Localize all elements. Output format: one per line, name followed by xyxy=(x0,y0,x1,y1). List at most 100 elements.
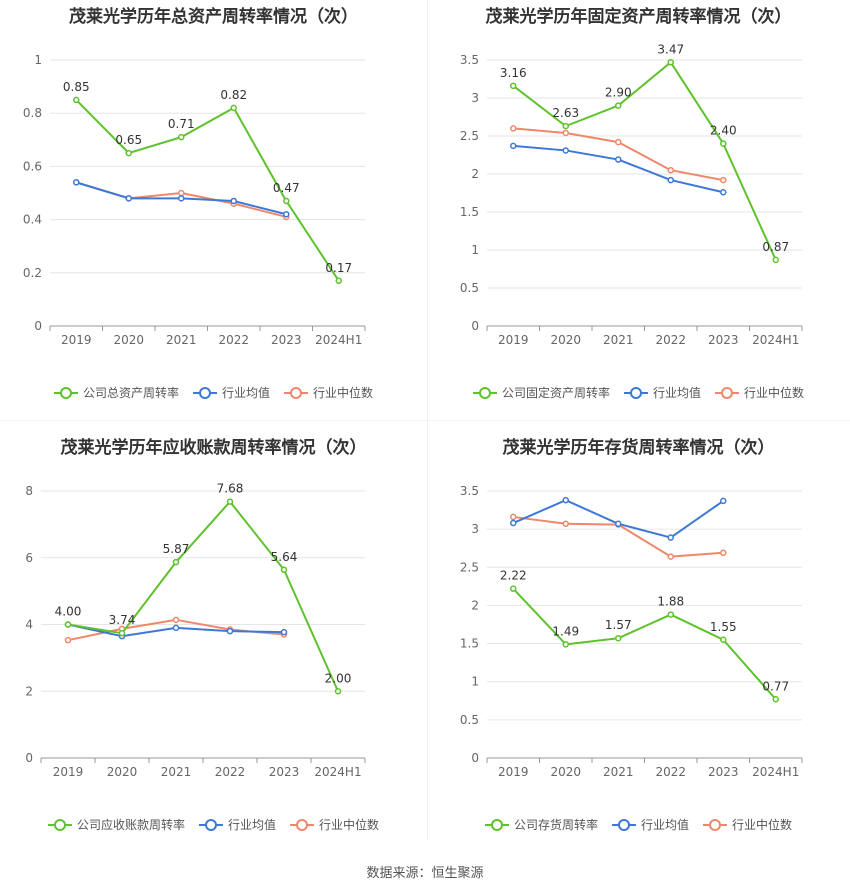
x-tick-label: 2020 xyxy=(107,765,138,779)
y-tick-label: 2.5 xyxy=(460,560,479,574)
data-point-company xyxy=(667,611,674,618)
legend-item-industry-average[interactable]: 行业均值 xyxy=(611,816,689,833)
data-point-company xyxy=(667,59,674,66)
data-point-avg xyxy=(562,147,569,154)
y-tick-label: 0.6 xyxy=(23,159,42,173)
x-tick-label: 2024H1 xyxy=(752,765,799,779)
data-label: 5.64 xyxy=(271,550,298,564)
data-point-avg xyxy=(226,627,234,635)
data-point-company xyxy=(562,641,569,648)
data-point-avg xyxy=(510,519,517,527)
data-point-avg xyxy=(615,156,622,163)
chart-legend: 公司存货周转率 行业均值 行业中位数 xyxy=(427,816,850,833)
data-point-company xyxy=(64,621,72,628)
x-tick-label: 2021 xyxy=(603,333,634,347)
data-point-avg xyxy=(615,520,622,528)
legend-label: 行业中位数 xyxy=(313,386,374,400)
data-label: 1.49 xyxy=(552,624,579,638)
data-label: 5.87 xyxy=(163,542,190,556)
y-tick-label: 1 xyxy=(471,243,479,257)
legend-label: 行业中位数 xyxy=(732,818,793,832)
data-point-median xyxy=(510,125,517,132)
x-tick-label: 2022 xyxy=(215,765,246,779)
legend-item-industry-median[interactable]: 行业中位数 xyxy=(284,384,373,401)
series-line-company xyxy=(512,587,777,700)
legend-item-industry-average[interactable]: 行业均值 xyxy=(198,816,276,833)
legend-swatch-icon xyxy=(284,386,308,399)
data-label: 0.65 xyxy=(115,133,142,147)
legend-item-industry-average[interactable]: 行业均值 xyxy=(623,384,701,401)
data-point-avg xyxy=(283,211,290,218)
y-tick-label: 3.5 xyxy=(460,484,479,498)
data-point-company xyxy=(280,566,288,574)
data-point-company xyxy=(615,102,622,109)
data-point-company xyxy=(230,104,237,112)
data-point-company xyxy=(226,498,234,505)
legend-swatch-icon xyxy=(192,386,217,399)
legend-item-industry-median[interactable]: 行业中位数 xyxy=(703,816,792,833)
data-point-avg xyxy=(172,624,180,632)
y-tick-label: 1 xyxy=(34,53,42,67)
data-point-median xyxy=(562,520,569,528)
data-point-avg xyxy=(667,176,674,184)
data-label: 1.88 xyxy=(657,595,684,609)
data-point-avg xyxy=(280,628,288,636)
legend-label: 行业均值 xyxy=(221,386,270,400)
data-point-company xyxy=(720,636,727,644)
legend-swatch-icon xyxy=(703,818,727,831)
data-point-avg xyxy=(510,142,517,150)
legend-item-industry-median[interactable]: 行业中位数 xyxy=(715,384,804,401)
legend-item-company[interactable]: 公司固定资产周转率 xyxy=(472,384,610,401)
x-tick-label: 2021 xyxy=(603,765,634,779)
legend-item-company[interactable]: 公司存货周转率 xyxy=(484,816,598,833)
y-tick-label: 2 xyxy=(471,167,479,181)
data-point-median xyxy=(720,176,727,184)
chart-panel-receivables-turnover: 茂莱光学历年应收账款周转率情况（次） 0 2 4 6 8 2019 2020 2021 2022… xyxy=(0,431,427,851)
y-tick-label: 0 xyxy=(25,751,33,765)
data-point-avg xyxy=(720,188,727,196)
legend-swatch-icon xyxy=(53,386,78,399)
series-line-avg xyxy=(512,499,724,539)
data-point-company xyxy=(720,140,727,147)
x-tick-label: 2024H1 xyxy=(314,765,361,779)
y-tick-label: 1.5 xyxy=(460,637,479,651)
chart-title: 茂莱光学历年应收账款周转率情况（次） xyxy=(60,438,367,458)
chart-legend: 公司总资产周转率 行业均值 行业中位数 xyxy=(0,384,427,401)
data-label: 0.17 xyxy=(325,261,352,275)
data-point-median xyxy=(172,616,180,624)
chart-svg: 0 0.5 1 1.5 2 2.5 3 3.5 2019 2020 2021 2022 2023 2024… xyxy=(460,484,803,779)
x-tick-label: 2019 xyxy=(498,765,529,779)
x-tick-label: 2022 xyxy=(655,765,686,779)
data-point-avg xyxy=(178,195,185,202)
data-label: 0.47 xyxy=(273,181,300,195)
legend-swatch-icon xyxy=(623,386,648,399)
x-tick-label: 2019 xyxy=(53,765,84,779)
data-point-median xyxy=(720,549,727,557)
x-tick-label: 2020 xyxy=(550,765,581,779)
data-point-company xyxy=(283,197,290,205)
legend-swatch-icon xyxy=(290,818,314,831)
legend-label: 行业均值 xyxy=(652,386,701,400)
y-tick-label: 2.5 xyxy=(460,129,479,143)
x-tick-label: 2020 xyxy=(113,333,144,347)
data-label: 1.57 xyxy=(605,618,632,632)
data-label: 2.40 xyxy=(710,124,737,138)
legend-label: 行业均值 xyxy=(227,818,276,832)
chart-title: 茂莱光学历年总资产周转率情况（次） xyxy=(69,7,358,27)
legend-item-industry-average[interactable]: 行业均值 xyxy=(192,384,270,401)
data-point-company xyxy=(510,82,517,90)
data-label: 1.55 xyxy=(710,620,737,634)
data-label: 3.16 xyxy=(500,66,527,80)
series-line-company xyxy=(75,99,340,282)
x-tick-label: 2021 xyxy=(161,765,192,779)
legend-swatch-icon xyxy=(715,386,739,399)
data-label: 2.63 xyxy=(552,106,579,120)
y-tick-label: 3 xyxy=(471,91,479,105)
data-label: 0.87 xyxy=(762,240,789,254)
data-point-company xyxy=(125,149,132,157)
data-point-avg xyxy=(73,179,80,186)
legend-item-industry-median[interactable]: 行业中位数 xyxy=(290,816,379,833)
legend-item-company[interactable]: 公司应收账款周转率 xyxy=(47,816,185,833)
data-label: 3.47 xyxy=(657,42,684,56)
legend-item-company[interactable]: 公司总资产周转率 xyxy=(53,384,179,401)
